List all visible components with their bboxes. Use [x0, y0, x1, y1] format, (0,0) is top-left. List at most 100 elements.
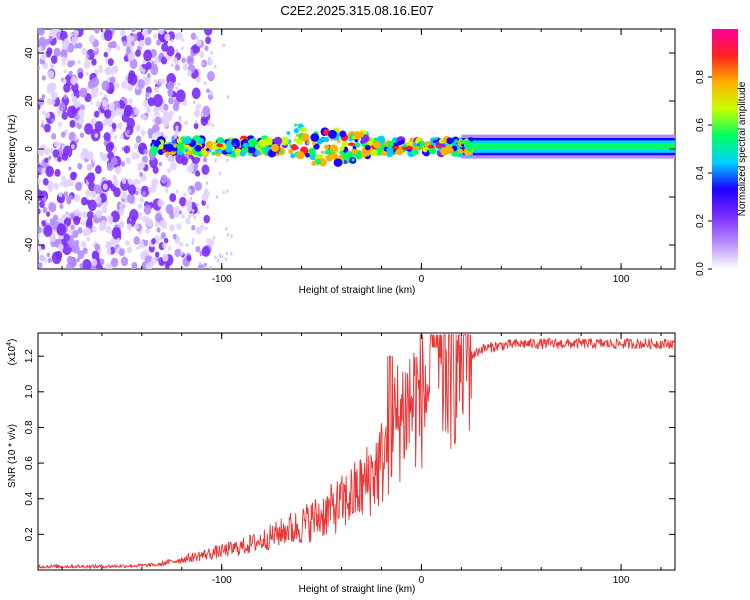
spectrogram-noise-dot [195, 227, 202, 235]
spectrogram-noise-dot [145, 61, 152, 70]
spectrogram-band-blob [225, 145, 233, 153]
spectrogram-band-blob [300, 126, 307, 133]
colorbar-ticks: 0.0 0.2 0.4 0.6 0.8 [695, 70, 712, 276]
spectrogram-noise-dot [40, 244, 46, 250]
spectrogram-noise-dot [133, 236, 140, 245]
spectrogram-noise-dot [167, 168, 172, 174]
spectrogram-noise-dot [55, 250, 63, 260]
spectrogram-noise-dot [169, 224, 175, 232]
spectrogram-band-blob [233, 143, 237, 147]
spectrogram-noise-dot [45, 112, 51, 119]
spectrogram-noise-dot [59, 203, 64, 209]
spectrogram-band-blob [336, 139, 341, 143]
spectrogram-band-blob [370, 149, 378, 157]
spectrogram-noise-dot [143, 49, 153, 62]
spectrogram-noise-dot [131, 152, 138, 160]
spectrogram-noise-dot [139, 196, 145, 203]
spectrogram-noise-dot [126, 241, 130, 246]
spectrogram-noise-dot [58, 121, 63, 127]
spectrogram-noise-dot [201, 61, 204, 66]
spectrogram-band-blob [211, 151, 216, 156]
snr-line-group [38, 334, 675, 570]
spectrogram-noise-dot [118, 220, 125, 229]
spectrogram-noise-dot [39, 254, 45, 261]
spectrogram-noise-dot [38, 65, 40, 70]
spectrogram-noise-dot [85, 86, 90, 92]
spectrogram-noise-dot [201, 245, 211, 257]
spectrogram-noise-dot [169, 110, 174, 116]
spectrogram-noise-dot [195, 77, 199, 82]
spectrogram-noise-dot [90, 190, 97, 199]
spectrogram-band-blob [339, 150, 344, 156]
spectrogram-noise-dot [111, 227, 122, 240]
spectrogram-band-blob [341, 140, 349, 148]
spectrogram-noise-dot [122, 40, 128, 47]
spectrogram-noise-dot [160, 232, 166, 239]
spectrogram-noise-dot [61, 152, 69, 161]
spectrogram-band-blob [342, 153, 350, 161]
spectrogram-band-blob [231, 151, 236, 156]
spectrogram-noise-dot [49, 218, 55, 226]
spectrogram-noise-dot [77, 59, 82, 65]
spectrogram-noise-dot [39, 200, 45, 209]
spectrogram-noise-dot [47, 97, 53, 105]
spectrogram-noise-dot [129, 209, 139, 222]
spectrogram-band-blob [352, 145, 357, 150]
spectrogram-noise-dot [56, 223, 67, 236]
spectrogram-band-blob [288, 148, 294, 154]
spectrogram-noise-dot [198, 261, 202, 266]
spectrogram-noise-dot [109, 76, 116, 85]
spectrogram-noise-dot [50, 118, 55, 123]
spectrogram-noise-dot [135, 31, 144, 42]
spectrogram-noise-dot [107, 141, 115, 150]
spectrogram-noise-dot [87, 151, 94, 160]
spectrogram-band-blob [291, 144, 298, 151]
spectrogram-noise-dot [94, 29, 100, 34]
spectrogram-band-blob [433, 139, 437, 144]
spectrogram-noise-dot [45, 165, 54, 177]
spectrogram-band-blob [239, 150, 246, 157]
spectrogram-noise-dot [111, 122, 117, 130]
snr-x-tick-label: -100 [212, 575, 232, 586]
spectrogram-noise-dot [189, 196, 193, 201]
colorbar-gradient [712, 29, 738, 269]
spectrogram-noise-dot [141, 215, 147, 223]
spectrogram-noise-dot [143, 239, 149, 247]
spectrogram-noise-dot [60, 131, 66, 138]
spectrogram-noise-dot [104, 109, 112, 119]
snr-y-tick-label: 0.4 [24, 491, 35, 505]
spectrogram-noise-dot [214, 255, 217, 260]
spectrogram-noise-dot [69, 212, 75, 220]
spectrogram-noise-dot [165, 54, 169, 59]
snr-series-line [38, 334, 675, 570]
spectrogram-band-blob [324, 150, 329, 155]
spectrogram-noise-dot [91, 58, 97, 66]
spectrogram-noise-dot [40, 52, 47, 61]
spectrogram-band-blob [311, 160, 317, 166]
spectrogram-noise-dot [94, 243, 101, 251]
spectrogram-band-blob [428, 146, 437, 155]
spectrogram-noise-dot [105, 66, 112, 76]
spectrogram-noise-dot [194, 112, 197, 116]
spectrogram-noise-dot [95, 209, 103, 219]
spectrogram-noise-dot [110, 257, 119, 268]
spectrogram-band-blob [458, 148, 463, 154]
spectrogram-noise-dot [207, 56, 211, 61]
spectrogram-band-blob [296, 151, 305, 160]
spectrogram-y-tick-label: -20 [24, 189, 35, 204]
spectrogram-noise-dot [204, 226, 208, 231]
spectrogram-noise-dot [38, 97, 44, 106]
spectrogram-noise-dot [146, 72, 151, 79]
spectrogram-noise-dot [179, 196, 187, 207]
spectrogram-noise-dot [126, 223, 133, 231]
spectrogram-noise-dot [194, 181, 202, 192]
spectrogram-noise-dot [191, 208, 195, 213]
spectrogram-noise-dot [160, 107, 164, 113]
spectrogram-noise-dot [126, 246, 132, 254]
spectrogram-noise-dot [50, 91, 57, 99]
spectrogram-noise-dot [196, 203, 199, 208]
spectrogram-noise-dot [176, 223, 182, 230]
spectrogram-noise-dot [110, 156, 118, 166]
spectrogram-noise-dot [44, 147, 50, 155]
spectrogram-noise-dot [46, 47, 53, 55]
